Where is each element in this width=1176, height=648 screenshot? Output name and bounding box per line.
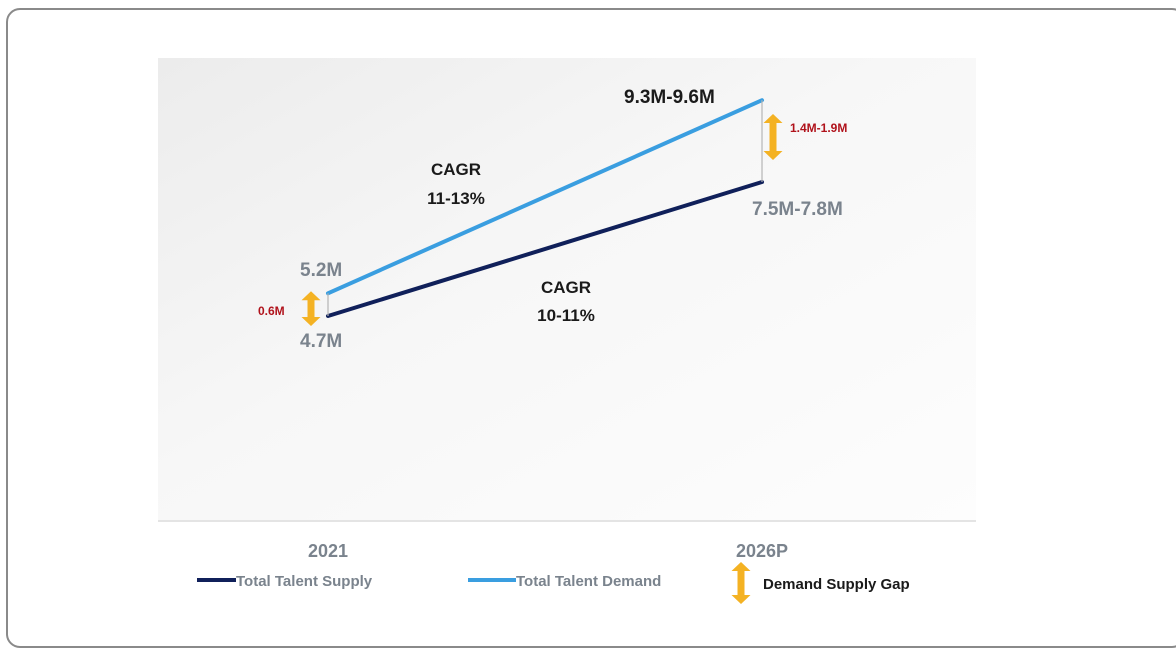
series-line-supply: [326, 180, 764, 318]
chart-svg: 4.7M 7.5M-7.8M 5.2M 9.3M-9.6M 0.6M 1.4M-…: [158, 58, 976, 604]
x-tick-2026p: 2026P: [736, 541, 788, 561]
cagr-demand-value: 11-13%: [427, 189, 485, 208]
legend-gap-arrow-shape: [731, 562, 751, 604]
supply-end-label: 7.5M-7.8M: [752, 199, 843, 220]
legend-gap-label: Demand Supply Gap: [763, 576, 910, 593]
gap-2026-label: 1.4M-1.9M: [790, 121, 847, 135]
series-layer: [326, 98, 764, 318]
legend: Total Talent Supply Total Talent Demand …: [197, 562, 910, 604]
cagr-supply-value: 10-11%: [537, 306, 595, 325]
gap-2021-label: 0.6M: [258, 304, 285, 318]
demand-end-label: 9.3M-9.6M: [624, 87, 715, 108]
series-line-demand: [326, 98, 764, 296]
gap-layer: [301, 100, 783, 326]
talent-gap-chart: 4.7M 7.5M-7.8M 5.2M 9.3M-9.6M 0.6M 1.4M-…: [158, 58, 976, 604]
demand-start-label: 5.2M: [300, 260, 342, 281]
gap-arrow-2021-icon: [301, 291, 321, 326]
cagr-demand-title: CAGR: [431, 160, 481, 179]
cagr-supply-title: CAGR: [541, 278, 591, 297]
legend-supply-label: Total Talent Supply: [236, 573, 373, 590]
legend-demand-label: Total Talent Demand: [516, 573, 661, 590]
plot-background: [158, 58, 976, 520]
x-tick-2021: 2021: [308, 541, 348, 561]
gap-arrow-2026-icon: [763, 114, 783, 160]
supply-start-label: 4.7M: [300, 331, 342, 352]
legend-gap-arrow-icon: [731, 562, 751, 604]
